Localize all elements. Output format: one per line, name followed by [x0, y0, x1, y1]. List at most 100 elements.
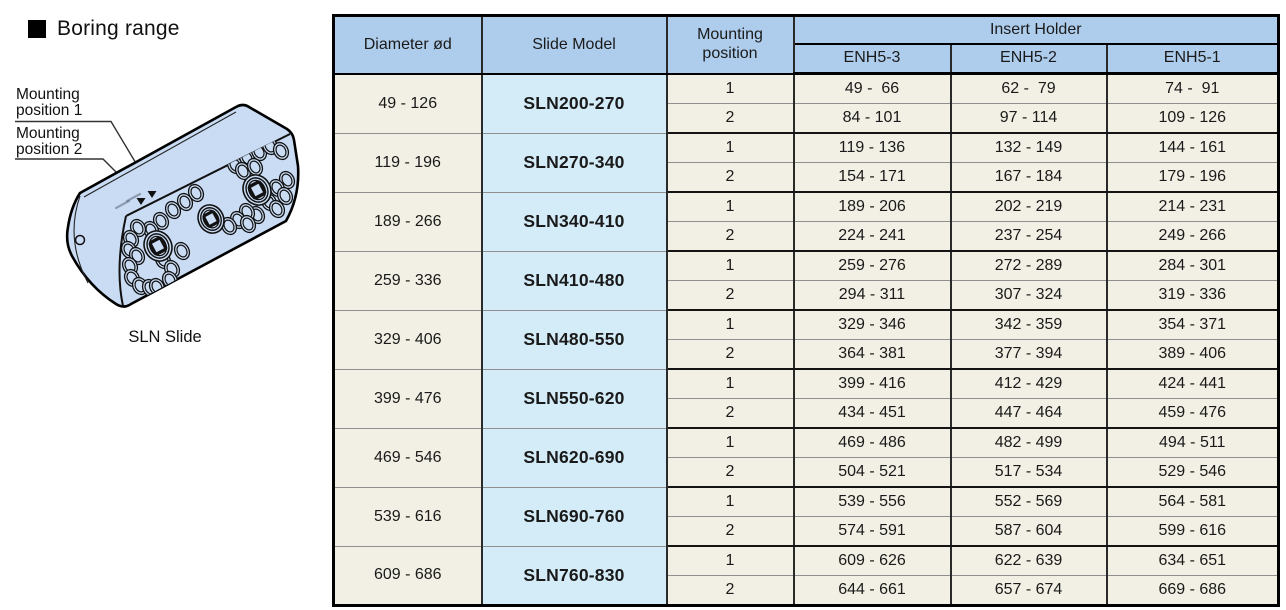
table-row: 2 504 - 521 517 - 534 529 - 546 — [334, 457, 1280, 488]
engraving-mark-2 — [114, 199, 131, 210]
table-row: 189 - 266 SLN340-410 1 189 - 206 202 - 2… — [332, 192, 1280, 252]
enh5-3-range-cell: 189 - 206 — [792, 192, 952, 222]
slide-model-cell: SLN340-410 — [480, 192, 668, 252]
enh5-2-range-cell: 377 - 394 — [949, 339, 1108, 370]
mounting-position-cell: 2 — [665, 457, 795, 488]
mounting-position-header: Mounting position — [665, 15, 795, 75]
slide-model-cell: SLN200-270 — [480, 73, 668, 134]
diameter-cell: 399 - 476 — [332, 369, 483, 429]
enh5-3-header: ENH5-3 — [792, 43, 952, 75]
slide-model-cell: SLN410-480 — [480, 251, 668, 311]
enh5-1-range-cell: 634 - 651 — [1105, 546, 1280, 576]
slide-caption: SLN Slide — [128, 328, 201, 346]
mounting-position-2-label-line1: Mounting — [16, 125, 80, 142]
mounting-position-cell: 2 — [665, 339, 795, 370]
slide-model-cell: SLN760-830 — [480, 546, 668, 606]
enh5-3-range-cell: 119 - 136 — [792, 133, 952, 163]
mounting-position-1-marker-icon — [147, 191, 157, 198]
mounting-position-cell: 1 — [665, 546, 795, 576]
enh5-3-range-cell: 294 - 311 — [792, 280, 952, 311]
table-row: 2 224 - 241 237 - 254 249 - 266 — [334, 221, 1280, 252]
mounting-position-cell: 1 — [665, 73, 795, 104]
enh5-1-range-cell: 284 - 301 — [1105, 251, 1280, 281]
diameter-cell: 49 - 126 — [332, 73, 483, 134]
enh5-2-range-cell: 307 - 324 — [949, 280, 1108, 311]
enh5-1-range-cell: 459 - 476 — [1105, 398, 1280, 429]
page-title: Boring range — [28, 17, 180, 41]
mounting-position-2-label-line2: position 2 — [16, 141, 82, 158]
table-row: 259 - 336 SLN410-480 1 259 - 276 272 - 2… — [332, 251, 1280, 311]
mounting-position-2-marker-icon — [136, 198, 146, 205]
diameter-cell: 189 - 266 — [332, 192, 483, 252]
enh5-1-header: ENH5-1 — [1105, 43, 1280, 75]
mounting-position-1-label-line1: Mounting — [16, 86, 80, 103]
insert-hole-3 — [242, 174, 272, 206]
enh5-2-header: ENH5-2 — [949, 43, 1108, 75]
enh5-3-range-cell: 399 - 416 — [792, 369, 952, 399]
section-square-icon — [28, 20, 46, 38]
enh5-3-range-cell: 84 - 101 — [792, 103, 952, 134]
table-row: 329 - 406 SLN480-550 1 329 - 346 342 - 3… — [332, 310, 1280, 370]
mounting-position-cell: 2 — [665, 280, 795, 311]
enh5-2-range-cell: 412 - 429 — [949, 369, 1108, 399]
mounting-position-cell: 1 — [665, 487, 795, 517]
enh5-1-range-cell: 424 - 441 — [1105, 369, 1280, 399]
insert-hole-2 — [197, 204, 225, 234]
slide-model-cell: SLN270-340 — [480, 133, 668, 193]
enh5-3-range-cell: 609 - 626 — [792, 546, 952, 576]
mounting-position-cell: 2 — [665, 162, 795, 193]
diameter-cell: 119 - 196 — [332, 133, 483, 193]
left-cap-chamfer-edge — [73, 195, 89, 284]
enh5-3-range-cell: 469 - 486 — [792, 428, 952, 458]
enh5-1-range-cell: 144 - 161 — [1105, 133, 1280, 163]
slide-model-cell: SLN550-620 — [480, 369, 668, 429]
mounting-position-cell: 2 — [665, 221, 795, 252]
page-title-text: Boring range — [57, 17, 180, 40]
enh5-3-range-cell: 644 - 661 — [792, 575, 952, 607]
table-row: 2 644 - 661 657 - 674 669 - 686 — [334, 575, 1280, 607]
enh5-3-range-cell: 259 - 276 — [792, 251, 952, 281]
enh5-2-range-cell: 97 - 114 — [949, 103, 1108, 134]
insert-holder-header: Insert Holder — [792, 15, 1280, 45]
enh5-1-range-cell: 529 - 546 — [1105, 457, 1280, 488]
enh5-3-range-cell: 49 - 66 — [792, 73, 952, 104]
cap-hole — [74, 234, 86, 246]
mounting-position-cell: 1 — [665, 251, 795, 281]
enh5-2-range-cell: 202 - 219 — [949, 192, 1108, 222]
slide-model-cell: SLN620-690 — [480, 428, 668, 488]
sln-slide-illustration: Mounting position 1 Mounting position 2 — [15, 86, 300, 346]
mounting-position-cell: 2 — [665, 398, 795, 429]
back-chamfer-edge — [83, 111, 237, 198]
enh5-3-range-cell: 224 - 241 — [792, 221, 952, 252]
table-row: 119 - 196 SLN270-340 1 119 - 136 132 - 1… — [332, 133, 1280, 193]
table-row: 49 - 126 SLN200-270 1 49 - 66 62 - 79 74… — [332, 73, 1280, 134]
diameter-cell: 609 - 686 — [332, 546, 483, 606]
enh5-3-range-cell: 329 - 346 — [792, 310, 952, 340]
enh5-2-range-cell: 447 - 464 — [949, 398, 1108, 429]
enh5-2-range-cell: 552 - 569 — [949, 487, 1108, 517]
table-row: 469 - 546 SLN620-690 1 469 - 486 482 - 4… — [332, 428, 1280, 488]
slide-model-header: Slide Model — [480, 15, 668, 75]
enh5-3-range-cell: 434 - 451 — [792, 398, 952, 429]
enh5-2-range-cell: 517 - 534 — [949, 457, 1108, 488]
enh5-3-range-cell: 364 - 381 — [792, 339, 952, 370]
enh5-1-range-cell: 109 - 126 — [1105, 103, 1280, 134]
enh5-2-range-cell: 587 - 604 — [949, 516, 1108, 547]
mounting-position-cell: 1 — [665, 428, 795, 458]
mounting-position-cell: 2 — [665, 103, 795, 134]
enh5-2-range-cell: 132 - 149 — [949, 133, 1108, 163]
enh5-1-range-cell: 249 - 266 — [1105, 221, 1280, 252]
enh5-2-range-cell: 342 - 359 — [949, 310, 1108, 340]
enh5-1-range-cell: 214 - 231 — [1105, 192, 1280, 222]
enh5-2-range-cell: 482 - 499 — [949, 428, 1108, 458]
enh5-1-range-cell: 389 - 406 — [1105, 339, 1280, 370]
enh5-2-range-cell: 272 - 289 — [949, 251, 1108, 281]
diameter-cell: 259 - 336 — [332, 251, 483, 311]
slide-model-cell: SLN480-550 — [480, 310, 668, 370]
table-row: 2 434 - 451 447 - 464 459 - 476 — [334, 398, 1280, 429]
mounting-position-cell: 1 — [665, 133, 795, 163]
enh5-2-range-cell: 657 - 674 — [949, 575, 1108, 607]
enh5-3-range-cell: 539 - 556 — [792, 487, 952, 517]
enh5-1-range-cell: 319 - 336 — [1105, 280, 1280, 311]
slide-model-cell: SLN690-760 — [480, 487, 668, 547]
